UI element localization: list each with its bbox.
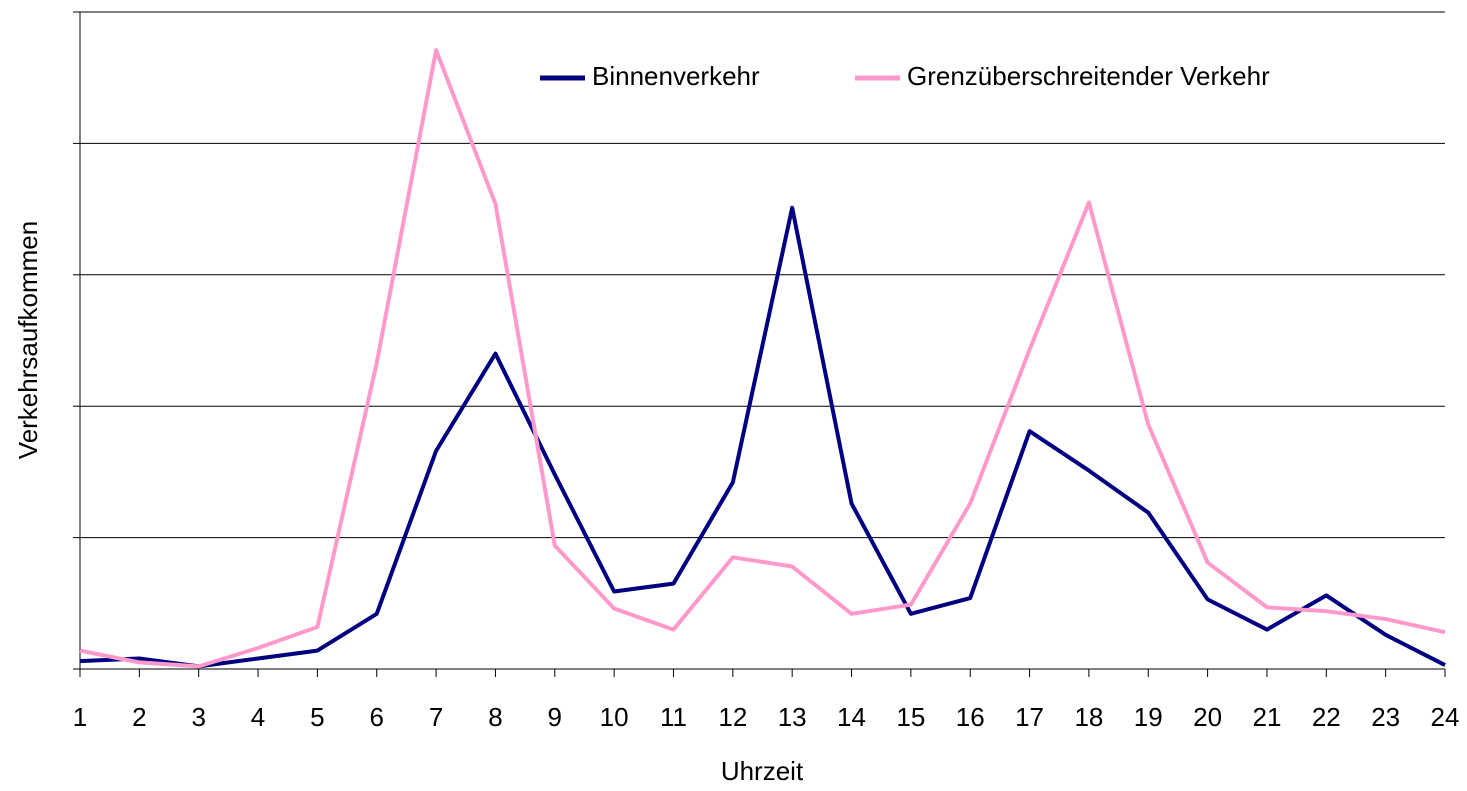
- x-tick-label: 10: [600, 702, 629, 732]
- x-tick-label: 11: [660, 702, 687, 732]
- series-line: [79, 205, 1446, 669]
- x-tick-label: 2: [132, 702, 146, 732]
- legend-label: Binnenverkehr: [592, 61, 760, 91]
- x-tick-label: 20: [1193, 702, 1222, 732]
- series-line: [79, 48, 1446, 669]
- x-tick-label: 6: [370, 702, 384, 732]
- x-tick-label: 13: [778, 702, 807, 732]
- x-tick-label: 1: [73, 702, 87, 732]
- x-tick-label: 12: [718, 702, 747, 732]
- x-tick-label: 4: [251, 702, 265, 732]
- x-tick-label: 9: [548, 702, 562, 732]
- x-tick-label: 19: [1134, 702, 1163, 732]
- x-axis-label: Uhrzeit: [721, 756, 804, 786]
- x-tick-label: 15: [896, 702, 925, 732]
- x-tick-label: 5: [310, 702, 324, 732]
- x-tick-label: 8: [488, 702, 502, 732]
- x-tick-label: 22: [1312, 702, 1341, 732]
- x-tick-label: 16: [956, 702, 985, 732]
- x-tick-label: 14: [837, 702, 866, 732]
- x-tick-label: 18: [1074, 702, 1103, 732]
- legend-label: Grenzüberschreitender Verkehr: [907, 61, 1270, 91]
- x-tick-label: 21: [1252, 702, 1281, 732]
- x-tick-label: 24: [1431, 702, 1460, 732]
- x-tick-label: 3: [191, 702, 205, 732]
- x-tick-label: 7: [429, 702, 443, 732]
- x-tick-label: 23: [1371, 702, 1400, 732]
- x-tick-label: 17: [1015, 702, 1044, 732]
- y-axis-label: Verkehrsaufkommen: [13, 221, 43, 459]
